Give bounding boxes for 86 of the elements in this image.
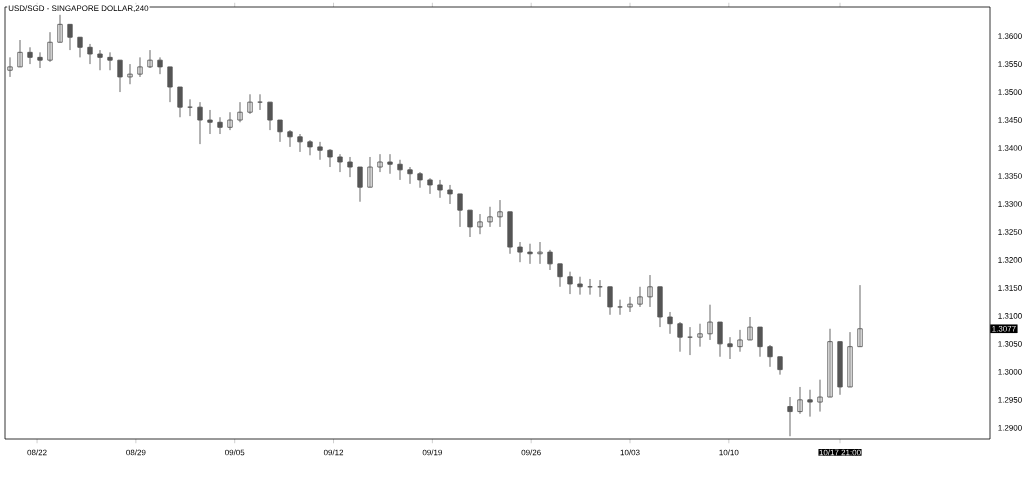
candlestick [587, 278, 593, 296]
candlestick [827, 328, 833, 398]
candlestick [727, 336, 733, 360]
candlestick [257, 93, 263, 111]
candlestick [297, 133, 303, 153]
candlestick [567, 271, 573, 295]
candlestick [707, 304, 713, 341]
candlestick [97, 49, 103, 71]
candlestick [277, 119, 283, 143]
candlestick [127, 63, 133, 85]
candlestick [717, 321, 723, 358]
candlestick [547, 249, 553, 271]
candlestick [207, 109, 213, 135]
candlestick [847, 331, 853, 388]
candlestick [737, 329, 743, 353]
candlestick [507, 211, 513, 255]
candlestick [437, 179, 443, 199]
candlestick [197, 101, 203, 145]
candlestick [667, 311, 673, 335]
candlestick [217, 116, 223, 135]
candlestick [7, 56, 13, 78]
candlestick [287, 129, 293, 148]
candlestick [817, 379, 823, 413]
candlestick [467, 209, 473, 238]
candlestick [137, 56, 143, 78]
candlestick [447, 184, 453, 205]
candlestick [317, 141, 323, 161]
candlestick [517, 241, 523, 263]
candlestick [527, 243, 533, 265]
candlestick [307, 139, 313, 156]
candlestick [387, 153, 393, 175]
candlestick [347, 156, 353, 178]
candlestick [797, 386, 803, 415]
candlestick [417, 171, 423, 189]
candlestick [497, 199, 503, 228]
candlestick [397, 159, 403, 181]
candlestick [617, 299, 623, 316]
candlestick [677, 321, 683, 353]
candlestick [857, 284, 863, 348]
candlestick [117, 59, 123, 93]
candlestick [87, 43, 93, 65]
candlestick [167, 66, 173, 103]
candlestick [657, 286, 663, 328]
candlestick [627, 296, 633, 313]
candlestick [157, 56, 163, 75]
candlestick [557, 263, 563, 288]
candlestick [47, 31, 53, 63]
candlestick [57, 14, 63, 43]
candlestick [27, 46, 33, 65]
candlestick [17, 39, 23, 68]
candlestick [377, 153, 383, 173]
candlestick [487, 206, 493, 228]
candlestick [597, 279, 603, 298]
candlestick [227, 111, 233, 131]
candlestick [787, 396, 793, 437]
candlestick [577, 276, 583, 296]
candlestick [247, 93, 253, 115]
candlestick [777, 356, 783, 376]
candlestick [767, 344, 773, 368]
candlestick [837, 341, 843, 396]
candlestick [267, 101, 273, 131]
candlestick [407, 166, 413, 185]
candlestick [237, 101, 243, 123]
candlestick [107, 51, 113, 71]
candlestick [457, 193, 463, 228]
candlestick [187, 98, 193, 117]
candlestick [757, 326, 763, 358]
candlestick [637, 286, 643, 308]
candlestick [357, 166, 363, 203]
candlestick [337, 153, 343, 173]
candlestick [647, 274, 653, 308]
candlestick [427, 177, 433, 195]
candlestick [807, 389, 813, 418]
candlestick [37, 51, 43, 69]
candlestick [687, 326, 693, 356]
candlestick [147, 49, 153, 69]
candlestick [697, 323, 703, 348]
candlestick [607, 286, 613, 316]
candlestick [327, 148, 333, 168]
candlestick [747, 316, 753, 341]
candlestick [177, 86, 183, 118]
candlestick [67, 23, 73, 51]
candlestick [477, 213, 483, 235]
candlestick [367, 156, 373, 188]
candlestick [77, 36, 83, 58]
candlestick [537, 241, 543, 265]
